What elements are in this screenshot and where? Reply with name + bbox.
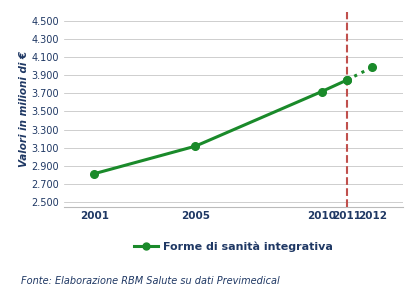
Legend: Forme di sanità integrativa: Forme di sanità integrativa bbox=[130, 237, 337, 257]
Y-axis label: Valori in milioni di €: Valori in milioni di € bbox=[19, 51, 28, 167]
Text: Fonte: Elaborazione RBM Salute su dati Previmedical: Fonte: Elaborazione RBM Salute su dati P… bbox=[21, 276, 280, 286]
